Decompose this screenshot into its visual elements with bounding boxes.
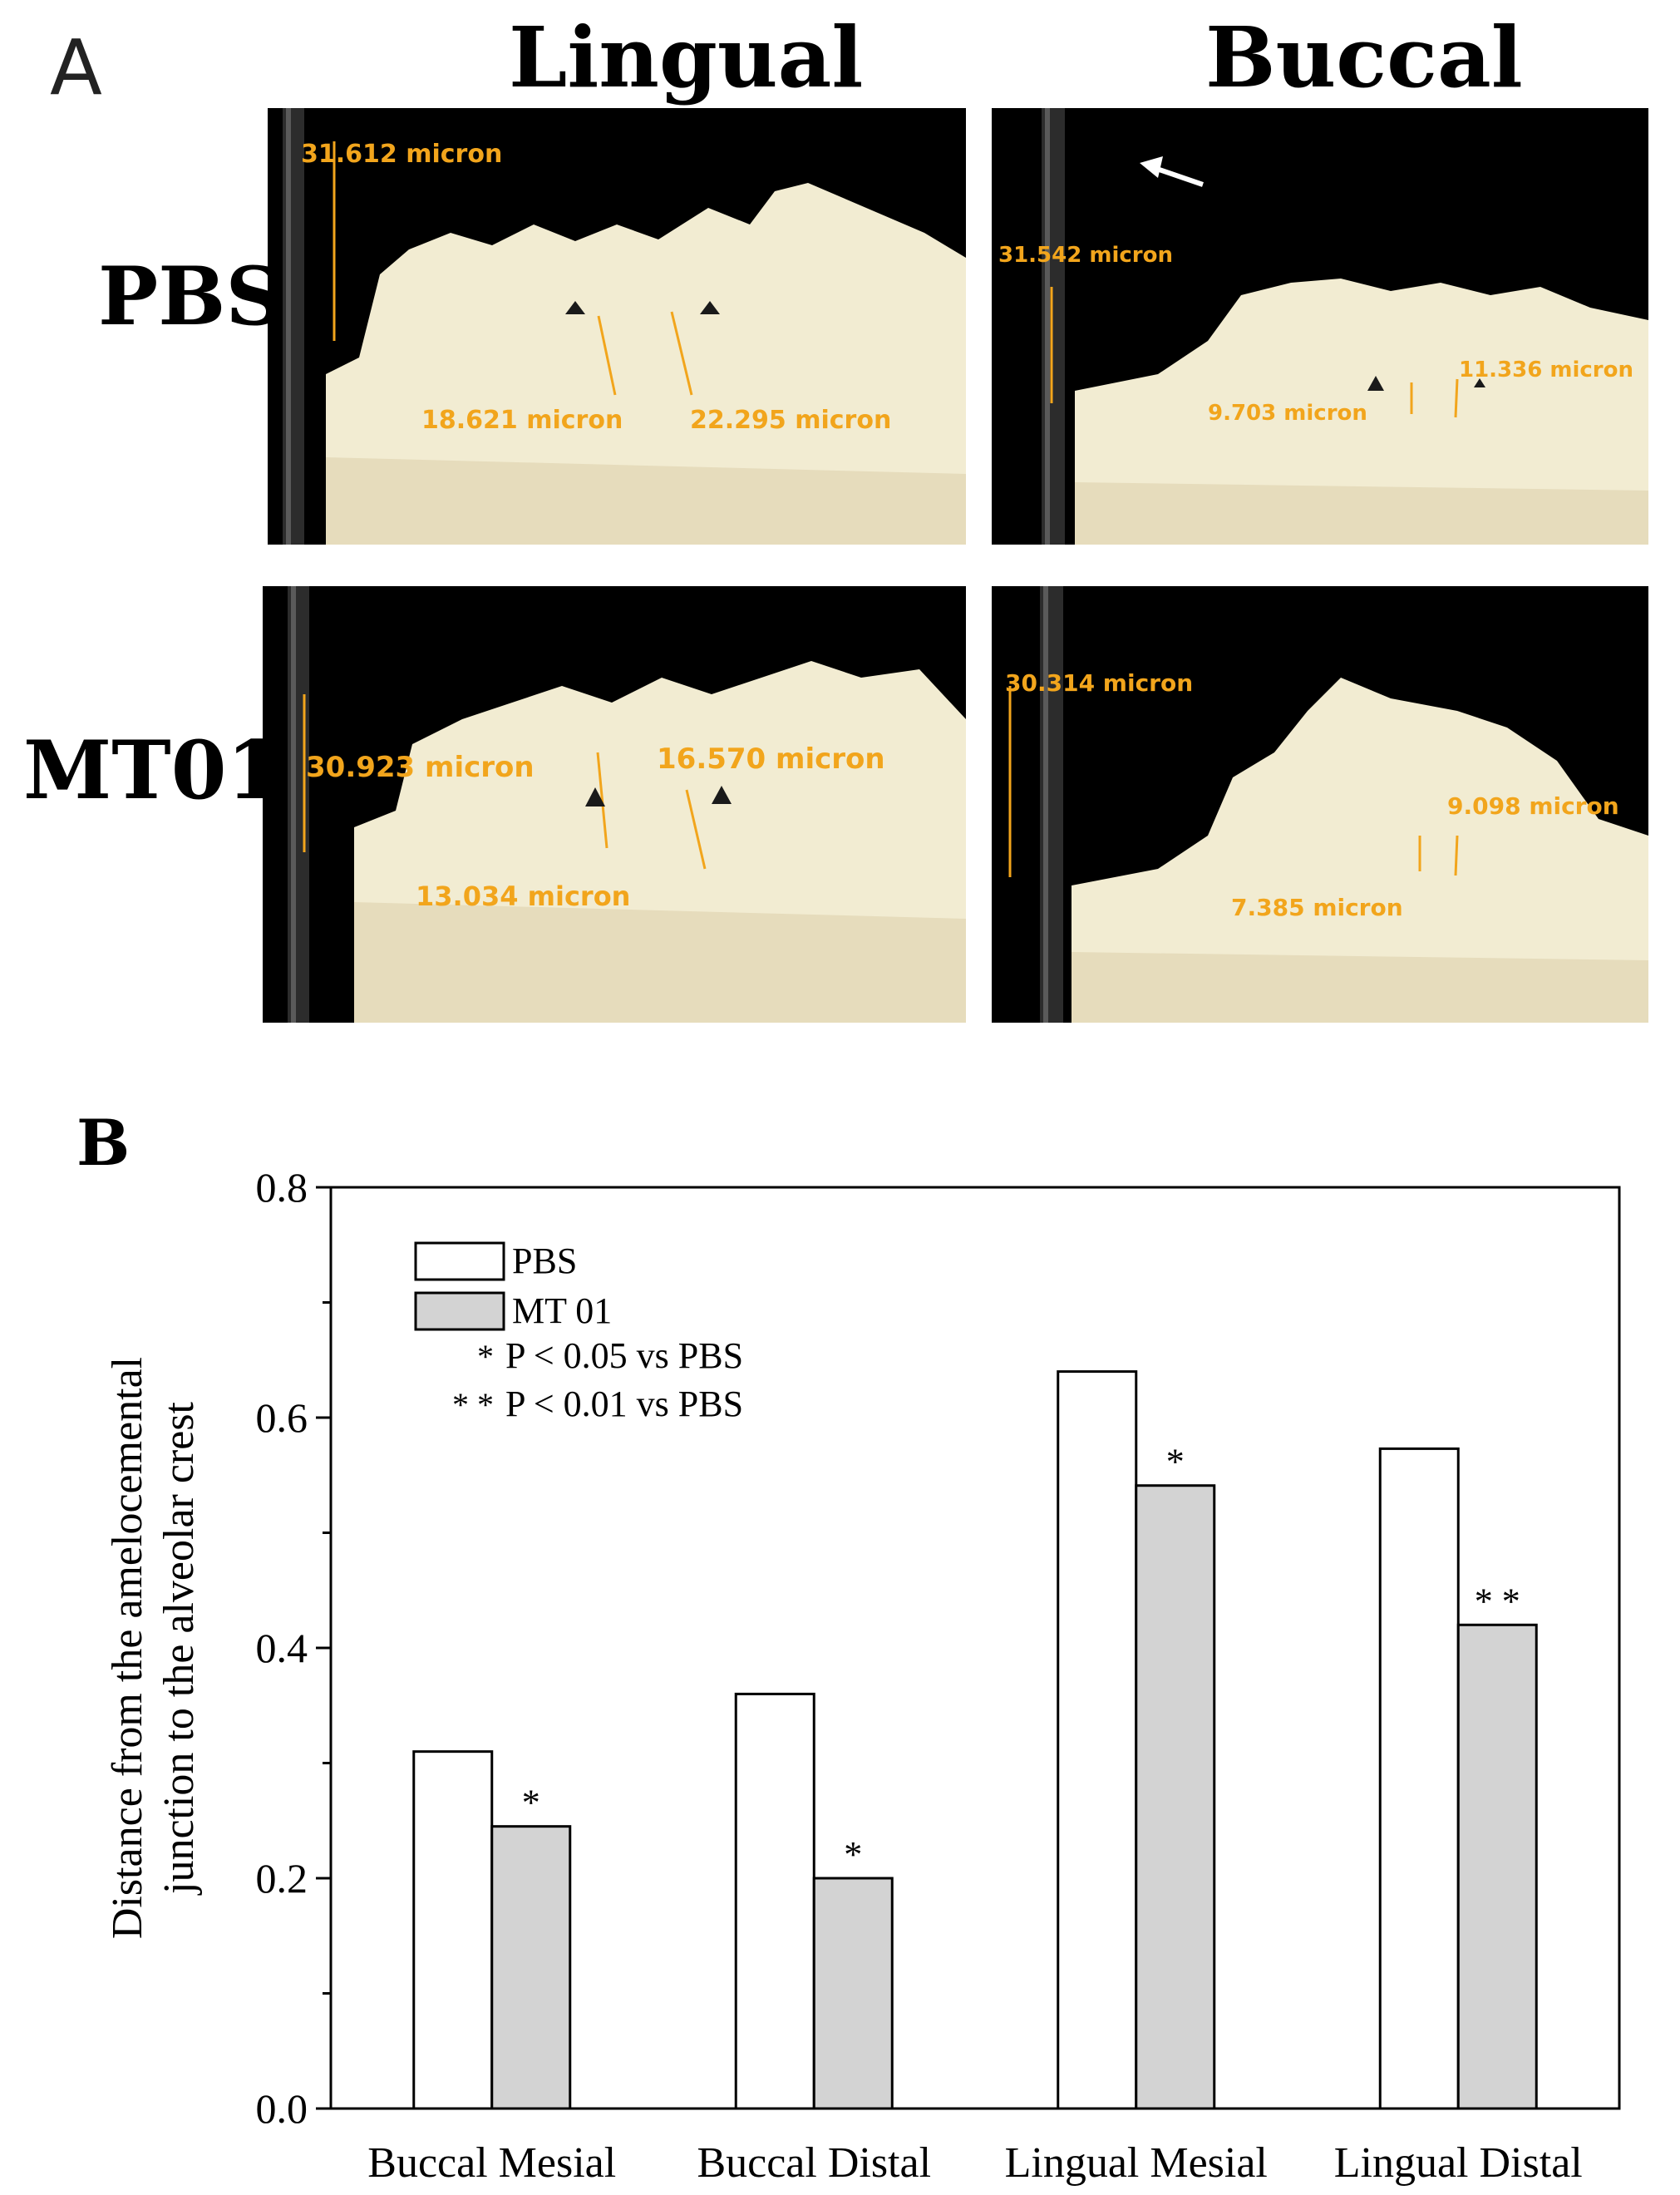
measurement-label: 31.542 micron [998,243,1173,268]
photo-mt01-lingual: 30.923 micron 16.570 micron 13.034 micro… [263,586,966,1023]
measurement-label: 31.612 micron [301,140,503,169]
legend-label: PBS [512,1241,577,1281]
y-tick-label: 0.6 [256,1394,308,1441]
measurement-label: 9.098 micron [1447,792,1619,820]
significance-mark: * [844,1834,862,1875]
y-tick-label: 0.8 [256,1164,308,1211]
y-axis-label-line: Distance from the amelocemental [104,1357,151,1939]
y-axis-label-line: junction to the alveolar crest [155,1401,203,1896]
col-title-buccal: Buccal [1205,8,1523,106]
significance-mark: * [522,1783,540,1823]
measurement-label: 30.923 micron [306,751,535,784]
measurement-label: 30.314 micron [1005,669,1194,697]
x-tick-label: Buccal Distal [697,2139,931,2187]
row-label-mt01: MT01 [23,723,283,817]
legend-note-text: P < 0.05 vs PBS [505,1335,743,1376]
chart-bars [412,1370,1538,2110]
bar-mt-01 [490,1825,572,2110]
chart-legend: PBS MT 01 * P < 0.05 vs PBS * * P < 0.01 vs P… [414,1241,743,1424]
panel-a-letter: A [50,23,102,112]
measurement-label: 11.336 micron [1459,358,1633,382]
photo-mt01-buccal: 30.314 micron 9.098 micron 7.385 micron [992,586,1648,1023]
jaw-sample-image [1042,108,1648,545]
bar-mt-01 [1135,1484,1216,2110]
photo-pbs-lingual: 31.612 micron 18.621 micron 22.295 micro… [268,108,966,545]
x-tick-label: Lingual Mesial [1005,2139,1268,2187]
panel-b-letter: B [76,1106,131,1180]
bar-pbs [412,1750,494,2110]
row-label-pbs: PBS [98,249,283,343]
measurement-label: 7.385 micron [1231,894,1403,921]
photo-pbs-buccal: 31.542 micron 9.703 micron 11.336 micron [992,108,1648,545]
legend-note-mark: * [477,1338,494,1375]
jaw-sample-image [288,586,966,1023]
y-tick-label: 0.2 [256,1855,308,1902]
measurement-label: 22.295 micron [690,406,892,435]
measurement-label: 13.034 micron [416,880,631,912]
legend-note-mark: * * [452,1386,494,1423]
bar-mt-01 [1456,1623,1538,2110]
y-axis-label: Distance from the amelocementaljunction … [104,1357,203,1939]
y-tick-label: 0.0 [256,2085,308,2132]
y-tick-label: 0.4 [256,1625,308,1671]
bar-pbs [1378,1447,1460,2110]
bar-pbs [734,1692,815,2110]
significance-mark: * * [1475,1581,1520,1621]
bar-mt-01 [812,1877,894,2110]
legend-note-text: P < 0.01 vs PBS [505,1384,743,1424]
col-title-lingual: Lingual [509,8,864,106]
jaw-sample-image [283,108,966,545]
bar-pbs [1057,1370,1138,2110]
x-tick-label: Buccal Mesial [367,2139,616,2187]
jaw-sample-image [1008,586,1648,1023]
legend-swatch [414,1291,505,1331]
measurement-label: 9.703 micron [1208,401,1367,426]
chart-labels: * Buccal Mesial * Buccal Distal * Lingual Mes… [367,1442,1582,2187]
legend-swatch [414,1241,505,1281]
legend-label: MT 01 [512,1290,612,1331]
chart-axes: 0.0 0.2 0.4 0.6 0.8 Distance from the ameloce… [104,1164,1621,2132]
measurement-label: 18.621 micron [421,406,623,435]
measurement-label: 16.570 micron [657,742,885,776]
significance-mark: * [1166,1442,1185,1482]
bar-chart: 0.0 0.2 0.4 0.6 0.8 Distance from the ameloce… [104,1164,1621,2187]
x-tick-label: Lingual Distal [1334,2139,1583,2187]
